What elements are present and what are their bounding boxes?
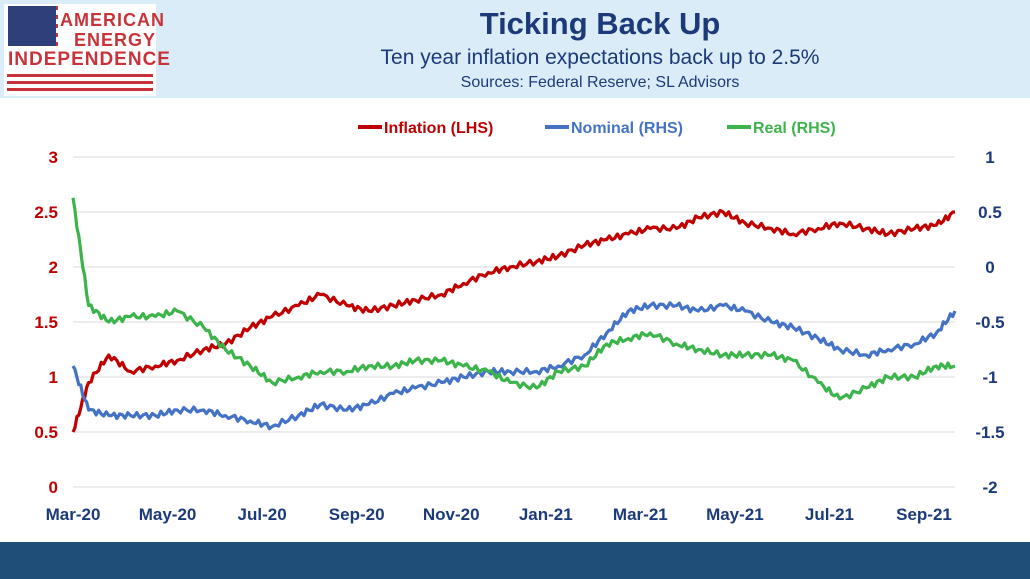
legend-label-real: Real (RHS) bbox=[753, 120, 836, 137]
series-line-real bbox=[71, 197, 956, 401]
logo-stripes bbox=[7, 74, 153, 91]
x-axis-tick-label: May-21 bbox=[706, 505, 764, 524]
left-axis-tick-label: 0.5 bbox=[34, 423, 58, 442]
series-line-inflation bbox=[71, 208, 956, 433]
x-axis-tick-label: Nov-20 bbox=[423, 505, 480, 524]
left-axis-tick-label: 3 bbox=[49, 148, 58, 167]
left-axis-tick-label: 2.5 bbox=[34, 203, 58, 222]
header-banner: AMERICAN ENERGY INDEPENDENCE Ticking Bac… bbox=[0, 0, 1030, 98]
logo-line-1: AMERICAN bbox=[60, 10, 165, 30]
left-axis-tick-label: 1.5 bbox=[34, 313, 58, 332]
legend-label-inflation: Inflation (LHS) bbox=[384, 120, 493, 137]
sources-note: Sources: Federal Reserve; SL Advisors bbox=[460, 74, 740, 91]
us-flag-icon bbox=[8, 6, 58, 46]
left-axis-tick-label: 1 bbox=[49, 368, 58, 387]
page-subtitle: Ten year inflation expectations back up … bbox=[380, 46, 820, 69]
x-axis-tick-label: Jul-21 bbox=[805, 505, 854, 524]
right-axis-tick-label: 1 bbox=[985, 148, 994, 167]
x-axis-tick-label: Mar-21 bbox=[613, 505, 668, 524]
x-axis-tick-label: May-20 bbox=[139, 505, 197, 524]
right-axis-tick-label: -1.5 bbox=[975, 423, 1004, 442]
x-axis-tick-label: Mar-20 bbox=[46, 505, 101, 524]
x-axis-tick-label: Sep-21 bbox=[896, 505, 952, 524]
page-title: Ticking Back Up bbox=[479, 6, 721, 41]
logo-line-3: INDEPENDENCE bbox=[8, 49, 171, 70]
right-axis-tick-label: -0.5 bbox=[975, 313, 1004, 332]
x-axis-tick-label: Jul-20 bbox=[238, 505, 287, 524]
line-chart: 0 0.5 1 1.5 2 2.5 3 -2 -1.5 -1 -0.5 0 0.5 1 Mar-20 May-… bbox=[34, 120, 1004, 524]
x-axis-tick-label: Sep-20 bbox=[329, 505, 385, 524]
left-axis-tick-label: 0 bbox=[49, 478, 58, 497]
logo-line-2: ENERGY bbox=[74, 30, 157, 50]
right-axis-tick-label: -1 bbox=[982, 368, 997, 387]
right-axis-tick-label: 0 bbox=[985, 258, 994, 277]
logo: AMERICAN ENERGY INDEPENDENCE bbox=[4, 4, 170, 96]
legend-label-nominal: Nominal (RHS) bbox=[571, 120, 683, 137]
left-axis-tick-label: 2 bbox=[49, 258, 58, 277]
right-axis-tick-label: 0.5 bbox=[978, 203, 1002, 222]
footer-bar bbox=[0, 542, 1030, 579]
right-axis-tick-label: -2 bbox=[982, 478, 997, 497]
x-axis-tick-label: Jan-21 bbox=[519, 505, 573, 524]
series-line-nominal bbox=[71, 301, 957, 431]
